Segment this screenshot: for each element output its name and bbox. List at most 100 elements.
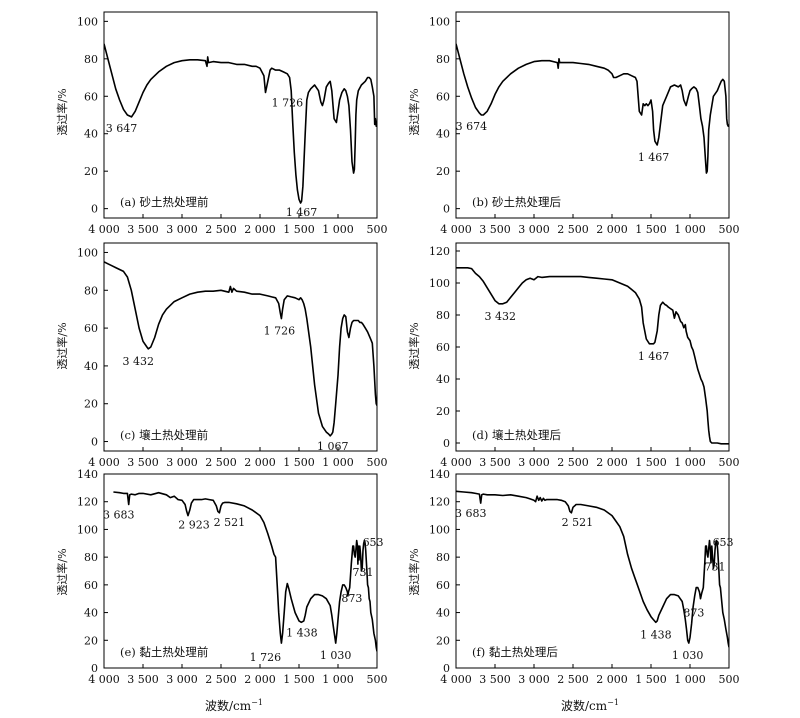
x-tick-label: 500 <box>367 673 388 686</box>
peak-label: 3 432 <box>485 310 517 323</box>
peak-label: 1 067 <box>317 440 349 453</box>
panel-caption: (a) 砂土热处理前 <box>120 195 208 209</box>
y-tick-label: 80 <box>436 53 450 66</box>
x-tick-label: 2 500 <box>557 673 589 686</box>
x-tick-label: 500 <box>367 456 388 469</box>
y-tick-label: 80 <box>84 551 98 564</box>
y-tick-label: 100 <box>429 523 450 536</box>
y-tick-label: 40 <box>436 607 450 620</box>
y-tick-label: 100 <box>77 246 98 259</box>
y-tick-label: 60 <box>84 322 98 335</box>
x-tick-label: 4 000 <box>440 673 472 686</box>
y-tick-label: 40 <box>84 607 98 620</box>
y-tick-label: 120 <box>429 496 450 509</box>
x-tick-label: 4 000 <box>88 456 120 469</box>
y-tick-label: 120 <box>429 245 450 258</box>
y-tick-label: 40 <box>84 360 98 373</box>
y-tick-label: 60 <box>436 579 450 592</box>
y-tick-label: 20 <box>436 634 450 647</box>
spectrum-panel-a: 0 20 40 60 80 100 4 000 3 500 3 000 2 500 2 000 1 5… <box>55 11 388 236</box>
x-tick-label: 2 500 <box>205 223 237 236</box>
spectrum-line <box>456 266 729 445</box>
x-tick-label: 2 000 <box>244 673 276 686</box>
panel-caption: (f) 黏土热处理后 <box>472 645 558 659</box>
x-tick-label: 1 000 <box>674 673 706 686</box>
peak-label: 873 <box>683 607 704 620</box>
x-tick-label: 4 000 <box>88 673 120 686</box>
peak-label: 1 030 <box>320 649 352 662</box>
x-tick-label: 4 000 <box>440 456 472 469</box>
peak-label: 653 <box>363 536 384 549</box>
x-tick-label: 500 <box>367 223 388 236</box>
x-tick-label: 1 500 <box>635 223 667 236</box>
x-tick-label: 2 000 <box>596 456 628 469</box>
y-tick-label: 0 <box>443 437 450 450</box>
peak-label: 731 <box>352 566 373 579</box>
plot-frame <box>455 473 730 669</box>
peak-label: 3 432 <box>123 355 155 368</box>
spectrum-panel-f: 0 20 40 60 80 100 120 140 4 000 3 500 3 000 2 500 2 … <box>407 468 740 686</box>
y-tick-label: 100 <box>429 277 450 290</box>
peak-label: 1 726 <box>264 325 296 338</box>
spectrum-panel-e: 0 20 40 60 80 100 120 140 4 000 3 500 3 000 2 500 2 … <box>55 468 388 686</box>
y-axis-label: 透过率/% <box>407 548 421 595</box>
y-tick-label: 100 <box>77 15 98 28</box>
y-tick-label: 60 <box>84 90 98 103</box>
x-tick-label: 3 000 <box>518 223 550 236</box>
x-tick-label: 1 500 <box>283 223 315 236</box>
x-tick-label: 3 000 <box>166 673 198 686</box>
peak-label: 3 683 <box>455 507 487 520</box>
plot-frame <box>103 473 378 669</box>
peak-label: 2 521 <box>214 516 246 529</box>
y-tick-label: 120 <box>77 496 98 509</box>
x-tick-label: 1 500 <box>635 456 667 469</box>
panel-caption: (d) 壤土热处理后 <box>472 428 561 442</box>
spectrum-line <box>456 43 729 174</box>
y-tick-label: 20 <box>84 634 98 647</box>
spectrum-line <box>104 43 377 204</box>
x-axis-title: 波数/cm−1 <box>561 698 619 713</box>
x-tick-label: 2 500 <box>557 456 589 469</box>
y-axis-label: 透过率/% <box>55 88 69 135</box>
x-tick-label: 2 000 <box>244 223 276 236</box>
x-tick-label: 2 000 <box>596 223 628 236</box>
spectrum-line <box>456 490 729 648</box>
spectrum-line <box>113 491 377 652</box>
x-tick-label: 2 500 <box>205 673 237 686</box>
x-tick-label: 3 500 <box>479 673 511 686</box>
peak-label: 1 438 <box>640 628 672 641</box>
peak-label: 1 030 <box>672 649 704 662</box>
x-tick-label: 500 <box>719 673 740 686</box>
plot-frame <box>103 242 378 452</box>
peak-label: 1 726 <box>250 651 282 664</box>
y-tick-label: 60 <box>436 341 450 354</box>
x-tick-label: 3 000 <box>518 673 550 686</box>
y-tick-label: 40 <box>436 373 450 386</box>
x-tick-label: 4 000 <box>88 223 120 236</box>
x-tick-label: 1 000 <box>322 456 354 469</box>
peak-label: 3 674 <box>456 120 488 133</box>
y-tick-label: 60 <box>436 90 450 103</box>
x-tick-label: 500 <box>719 456 740 469</box>
x-tick-label: 1 000 <box>322 223 354 236</box>
y-tick-label: 60 <box>84 579 98 592</box>
peak-label: 2 521 <box>562 516 594 529</box>
y-axis-label: 透过率/% <box>407 88 421 135</box>
y-tick-label: 0 <box>91 662 98 675</box>
x-tick-label: 2 500 <box>205 456 237 469</box>
y-tick-label: 80 <box>436 309 450 322</box>
peak-label: 3 647 <box>106 122 138 135</box>
panel-caption: (e) 黏土热处理前 <box>120 645 208 659</box>
peak-label: 731 <box>704 561 725 574</box>
spectrum-panel-d: 0 20 40 60 80 100 120 4 000 3 500 3 000 2 500 2 000… <box>407 242 740 469</box>
spectrum-panel-c: 0 20 40 60 80 100 4 000 3 500 3 000 2 500 2 000 1 5… <box>55 242 388 469</box>
y-tick-label: 100 <box>77 523 98 536</box>
y-tick-label: 80 <box>436 551 450 564</box>
y-tick-label: 0 <box>91 436 98 449</box>
x-tick-label: 2 000 <box>596 673 628 686</box>
y-axis-label: 透过率/% <box>55 322 69 369</box>
y-tick-label: 100 <box>429 15 450 28</box>
y-tick-label: 140 <box>429 468 450 481</box>
x-tick-label: 1 500 <box>283 673 315 686</box>
